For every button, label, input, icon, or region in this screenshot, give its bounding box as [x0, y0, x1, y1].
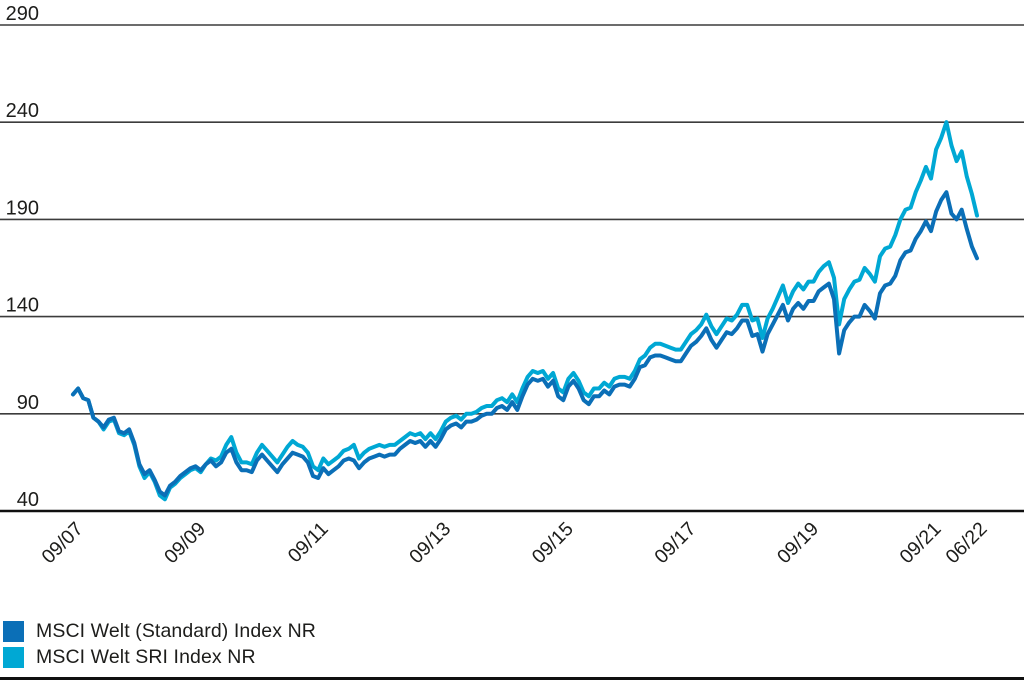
x-axis-tick-label: 09/17 [650, 518, 700, 568]
series-lines [71, 120, 979, 502]
x-axis-tick-label: 09/19 [773, 518, 823, 568]
x-axis-tick-label: 09/21 [895, 518, 945, 568]
x-axis-tick-label: 09/07 [37, 518, 87, 568]
x-axis-tick-label: 09/11 [284, 518, 333, 567]
y-gridlines [0, 24, 1024, 513]
chart-legend: MSCI Welt (Standard) Index NR MSCI Welt … [3, 621, 316, 668]
y-axis-tick-label: 240 [6, 100, 39, 122]
legend-item-sri: MSCI Welt SRI Index NR [3, 647, 316, 668]
legend-swatch-sri-icon [3, 647, 24, 668]
x-axis-tick-labels: 09/07 09/09 09/11 09/13 09/15 09/17 09/19 09/21… [37, 518, 991, 568]
x-axis-tick-label: 09/15 [528, 518, 578, 568]
series-line-msci-welt-standard [71, 190, 979, 498]
y-axis-tick-label: 190 [6, 197, 39, 219]
legend-swatch-standard-icon [3, 621, 24, 642]
x-axis-tick-label: 06/22 [941, 518, 991, 568]
footer-divider [0, 677, 1024, 680]
legend-label-standard: MSCI Welt (Standard) Index NR [36, 620, 316, 642]
x-axis-tick-label: 09/13 [405, 518, 455, 568]
index-comparison-chart: 290 240 190 140 90 40 09/07 09/09 09/11 09/13 09/1… [0, 3, 1024, 568]
y-axis-tick-label: 90 [17, 392, 39, 414]
index-comparison-chart-area: 290 240 190 140 90 40 09/07 09/09 09/11 09/13 09/1… [0, 3, 1024, 568]
x-axis-tick-label: 09/09 [160, 518, 210, 568]
legend-label-sri: MSCI Welt SRI Index NR [36, 646, 256, 668]
legend-item-standard: MSCI Welt (Standard) Index NR [3, 621, 316, 642]
y-axis-tick-labels: 290 240 190 140 90 40 [6, 3, 39, 511]
y-axis-tick-label: 40 [17, 489, 39, 511]
y-axis-tick-label: 140 [6, 295, 39, 317]
y-axis-tick-label: 290 [6, 3, 39, 25]
series-line-msci-welt-sri [71, 120, 979, 502]
